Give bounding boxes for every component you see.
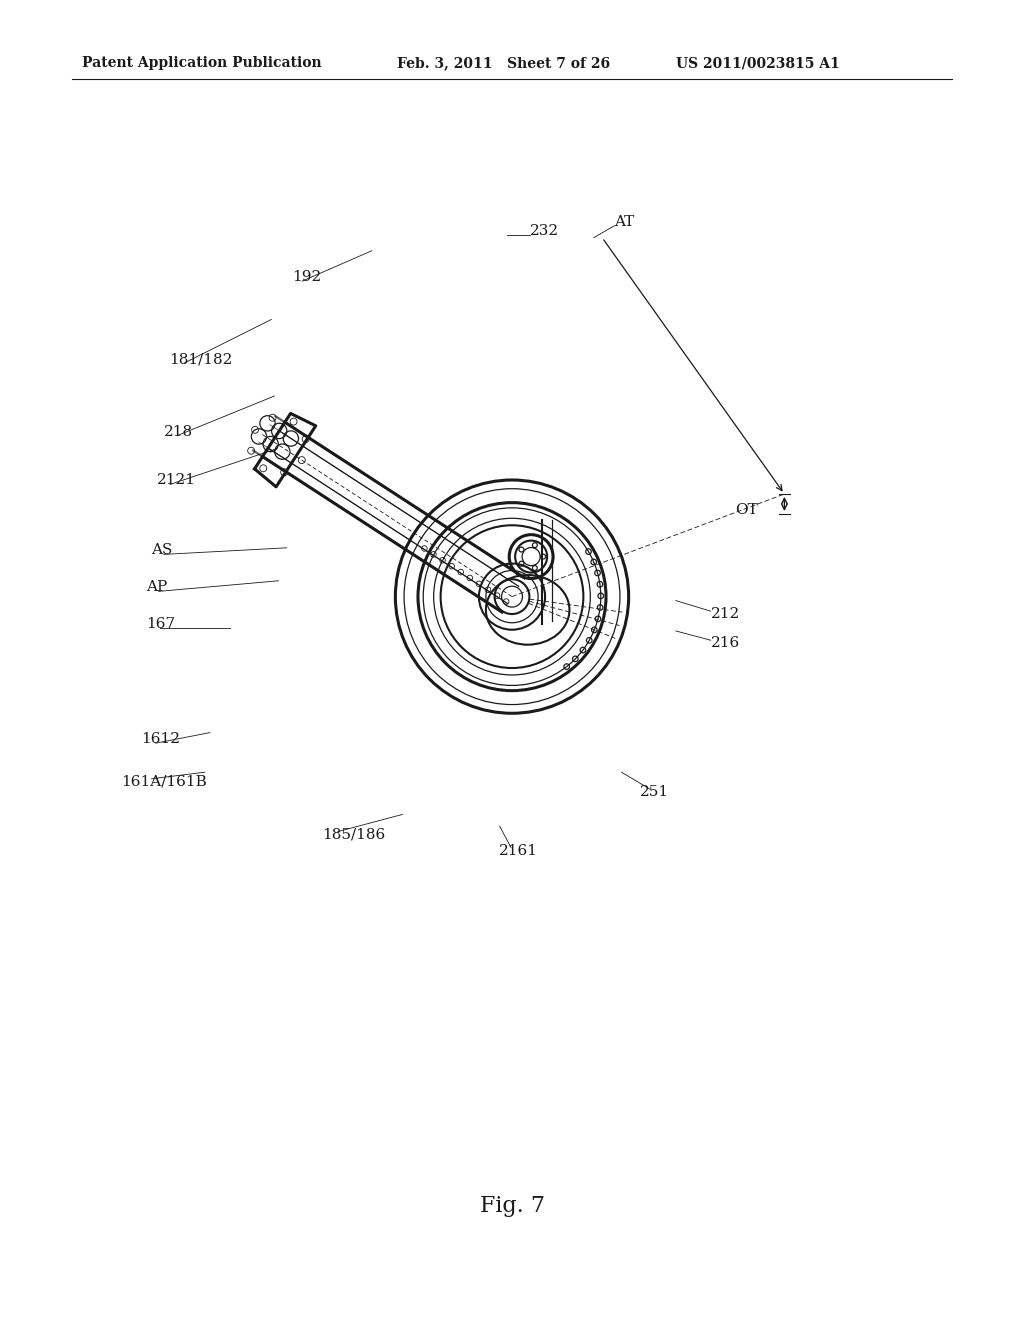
Text: 161A/161B: 161A/161B	[121, 775, 207, 788]
Text: Feb. 3, 2011   Sheet 7 of 26: Feb. 3, 2011 Sheet 7 of 26	[397, 57, 610, 70]
Text: 2161: 2161	[499, 845, 538, 858]
Text: 192: 192	[292, 271, 322, 284]
Text: 167: 167	[146, 618, 175, 631]
Text: 185/186: 185/186	[323, 828, 386, 841]
Text: 251: 251	[640, 785, 669, 799]
Text: Patent Application Publication: Patent Application Publication	[82, 57, 322, 70]
Text: 1612: 1612	[141, 733, 180, 746]
Text: 218: 218	[164, 425, 193, 438]
Text: AS: AS	[152, 544, 173, 557]
Text: 181/182: 181/182	[169, 352, 232, 366]
Text: 216: 216	[711, 636, 740, 649]
Text: 232: 232	[530, 224, 559, 238]
Text: 2121: 2121	[157, 474, 196, 487]
Text: OT: OT	[735, 503, 758, 516]
Text: AP: AP	[146, 581, 168, 594]
Text: Fig. 7: Fig. 7	[479, 1195, 545, 1217]
Text: AT: AT	[614, 215, 635, 228]
Text: US 2011/0023815 A1: US 2011/0023815 A1	[676, 57, 840, 70]
Text: 212: 212	[711, 607, 740, 620]
